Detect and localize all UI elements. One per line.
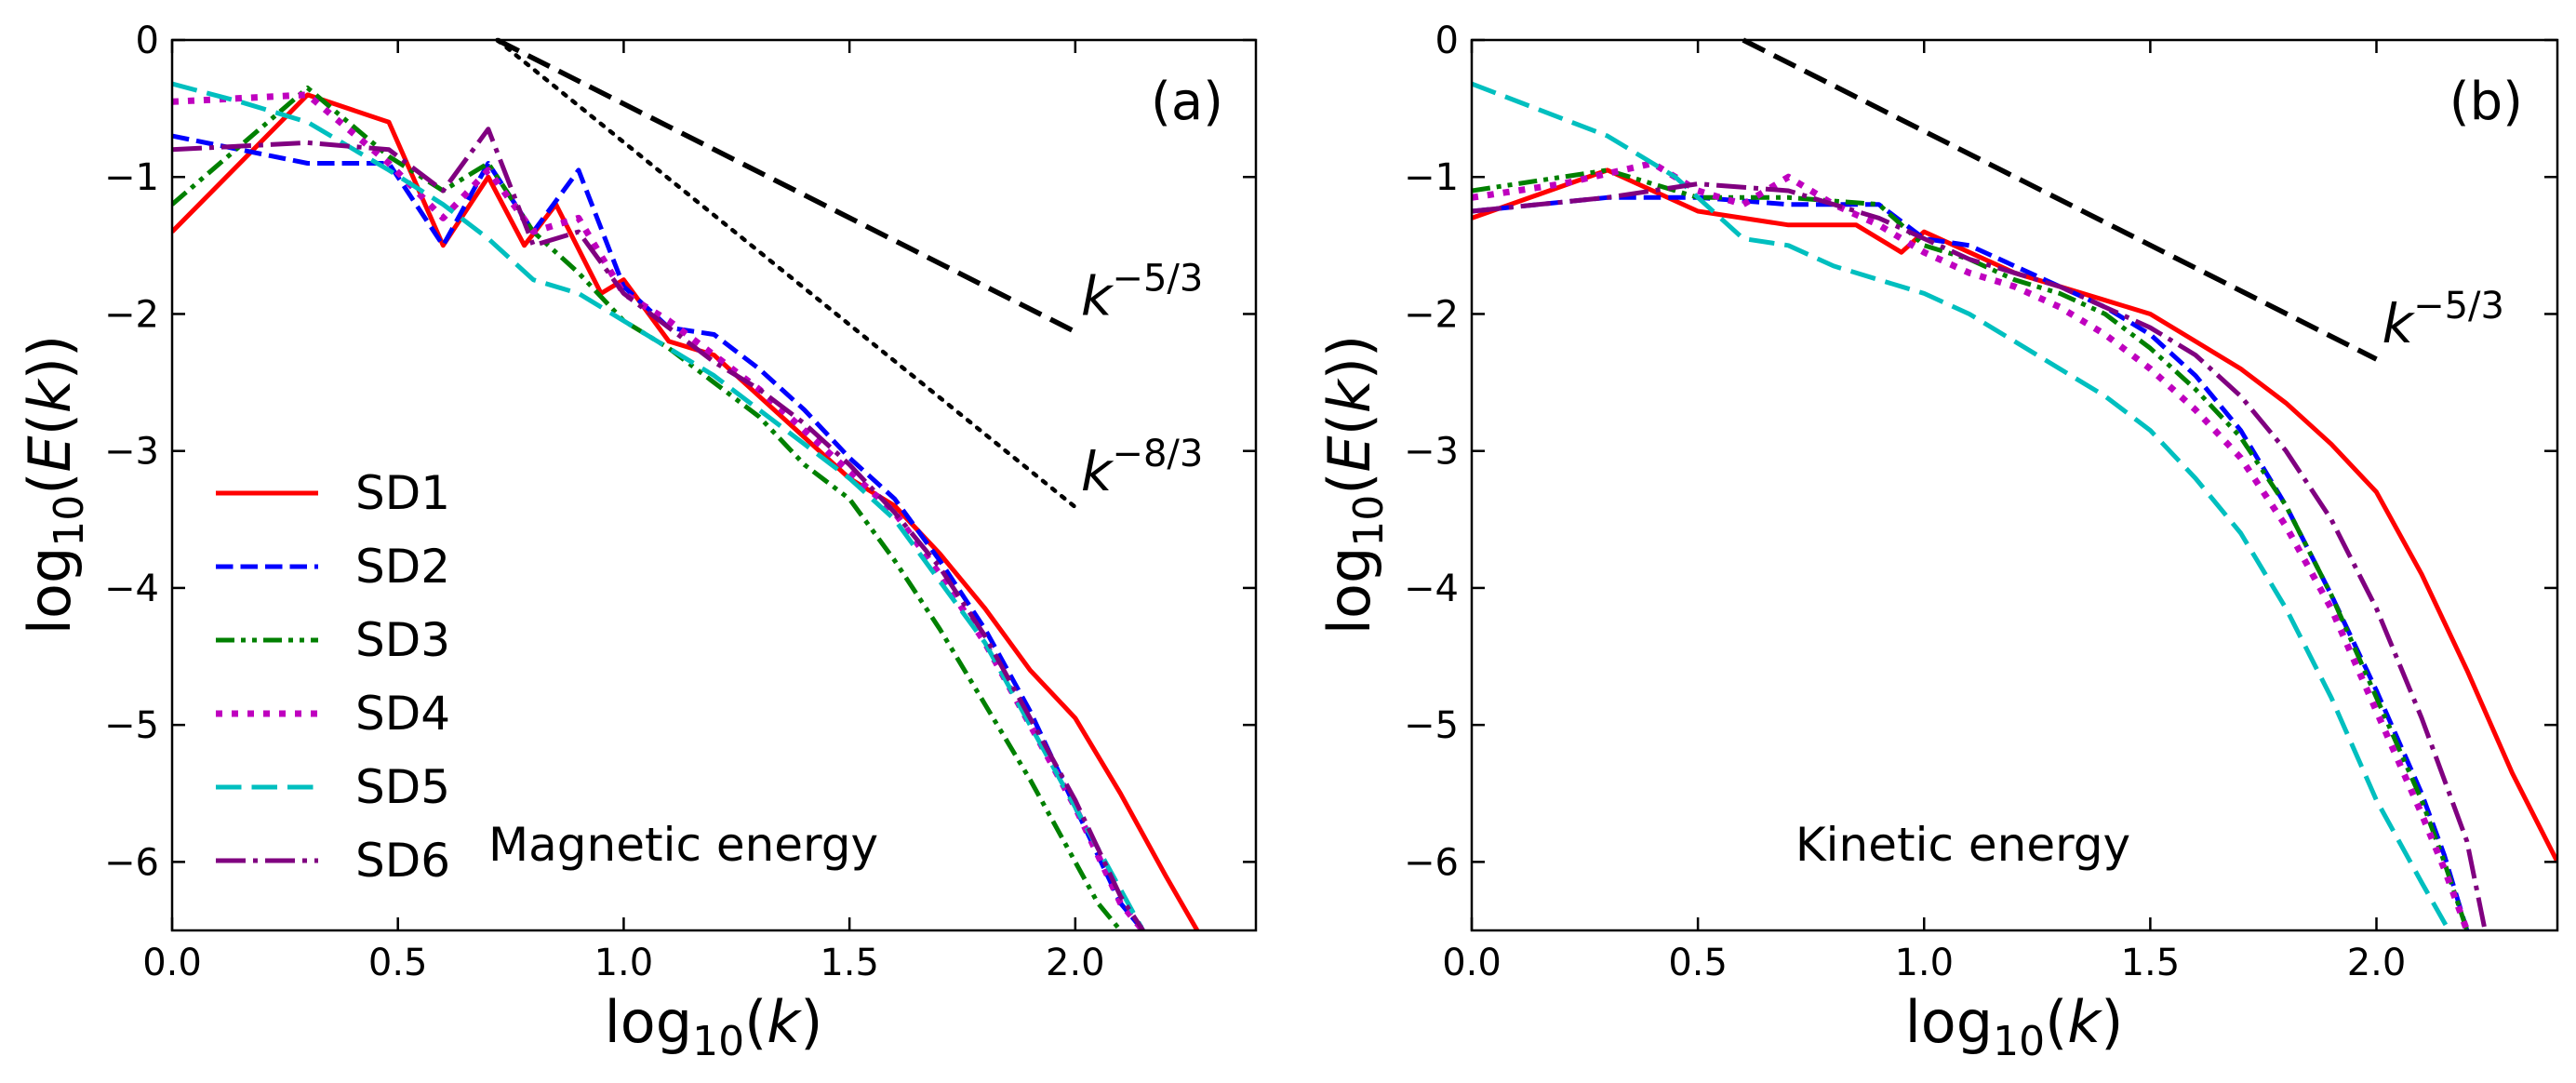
series-line-sd4 — [1472, 160, 2471, 930]
panel-label: (a) — [1151, 72, 1223, 132]
series-line-sd1 — [1472, 167, 2557, 863]
plot-frame — [1470, 38, 2559, 932]
reference-line-label: k−8/3 — [1081, 433, 1203, 503]
reference-lines: k−5/3 — [1742, 37, 2504, 362]
plot-frame — [170, 38, 1258, 932]
x-tick-label: 0.0 — [142, 942, 202, 984]
legend-label: SD1 — [355, 466, 450, 520]
series-line-sd2 — [1472, 194, 2470, 930]
legend-label: SD3 — [355, 613, 450, 667]
y-tick-label: 0 — [136, 20, 159, 62]
x-axis-ticks: 0.0 0.5 1.0 1.5 2.0 — [142, 40, 1105, 984]
y-tick-label: −3 — [1404, 431, 1459, 474]
series-line-sd5 — [1472, 81, 2451, 930]
y-tick-label: −6 — [1404, 841, 1459, 884]
reference-line-label: k−5/3 — [1081, 258, 1203, 328]
reference-line-k-5-3 — [1742, 37, 2378, 362]
y-tick-label: −5 — [104, 704, 159, 747]
x-tick-label: 0.5 — [368, 942, 428, 984]
y-tick-label: −1 — [104, 156, 159, 199]
x-axis-label: log10(k) — [1905, 988, 2124, 1065]
x-tick-label: 1.0 — [594, 942, 654, 984]
legend-label: SD4 — [355, 687, 450, 741]
x-axis-ticks: 0.0 0.5 1.0 1.5 2.0 — [1442, 40, 2406, 984]
series-line-sd4 — [172, 91, 1146, 930]
reference-lines: k−5/3 k−8/3 — [495, 37, 1203, 510]
series-line-sd6 — [1472, 181, 2488, 930]
series-line-sd5 — [172, 81, 1145, 930]
y-tick-label: −5 — [1404, 704, 1459, 747]
panel-kinetic-energy: k−5/3 0.0 0.5 1.0 1.5 2.0 0−1−2−3−4−5−6 (b) … — [1315, 20, 2559, 1065]
y-tick-label: −3 — [104, 431, 159, 474]
series-group — [1472, 81, 2557, 930]
y-axis-ticks: 0 −1 −2 −3 −4 −5 −6 — [1404, 20, 2557, 884]
x-tick-label: 2.0 — [2347, 942, 2407, 984]
legend-item-sd3: SD3 — [216, 613, 450, 667]
panel-label: (b) — [2449, 72, 2523, 132]
x-tick-label: 1.5 — [2121, 942, 2181, 984]
series-line-sd3 — [172, 86, 1123, 930]
annotation: Magnetic energy — [488, 818, 878, 872]
x-tick-label: 0.5 — [1668, 942, 1728, 984]
y-tick-label: −2 — [104, 293, 159, 336]
x-tick-label: 1.0 — [1894, 942, 1954, 984]
y-tick-label: −6 — [104, 841, 159, 884]
y-tick-label: −4 — [1404, 568, 1459, 610]
legend-item-sd1: SD1 — [216, 466, 450, 520]
reference-line-k-8-3 — [495, 37, 1078, 510]
x-tick-label: 0.0 — [1442, 942, 1502, 984]
x-tick-label: 2.0 — [1046, 942, 1105, 984]
y-tick-label: 0 — [1435, 20, 1459, 62]
annotation: Kinetic energy — [1795, 818, 2130, 872]
legend: SD1 SD2 SD3 SD4 SD5 SD6 — [216, 466, 450, 888]
series-line-sd3 — [1472, 167, 2470, 930]
legend-label: SD6 — [355, 834, 450, 888]
y-axis-label: log10(E(k)) — [1315, 335, 1393, 635]
legend-label: SD5 — [355, 760, 450, 814]
legend-item-sd4: SD4 — [216, 687, 450, 741]
y-tick-label: −4 — [104, 568, 159, 610]
legend-label: SD2 — [355, 540, 450, 594]
x-tick-label: 1.5 — [820, 942, 879, 984]
y-tick-label: −1 — [1404, 156, 1459, 199]
reference-line-k-5-3 — [496, 37, 1077, 335]
x-axis-label: log10(k) — [605, 988, 823, 1065]
y-axis-ticks: 0 −1 −2 −3 −4 −5 −6 — [104, 20, 1256, 884]
y-axis-label: log10(E(k)) — [16, 335, 93, 635]
legend-item-sd2: SD2 — [216, 540, 450, 594]
series-line-sd6 — [172, 127, 1145, 930]
panel-magnetic-energy: k−5/3 k−8/3 0.0 0.5 1.0 1.5 2.0 0 −1 −2 −3 −4 −5 −6… — [16, 20, 1258, 1065]
reference-line-label: k−5/3 — [2382, 285, 2504, 355]
series-group — [172, 81, 1200, 930]
legend-item-sd5: SD5 — [216, 760, 450, 814]
series-line-sd2 — [172, 133, 1145, 930]
legend-item-sd6: SD6 — [216, 834, 450, 888]
y-tick-label: −2 — [1404, 293, 1459, 336]
